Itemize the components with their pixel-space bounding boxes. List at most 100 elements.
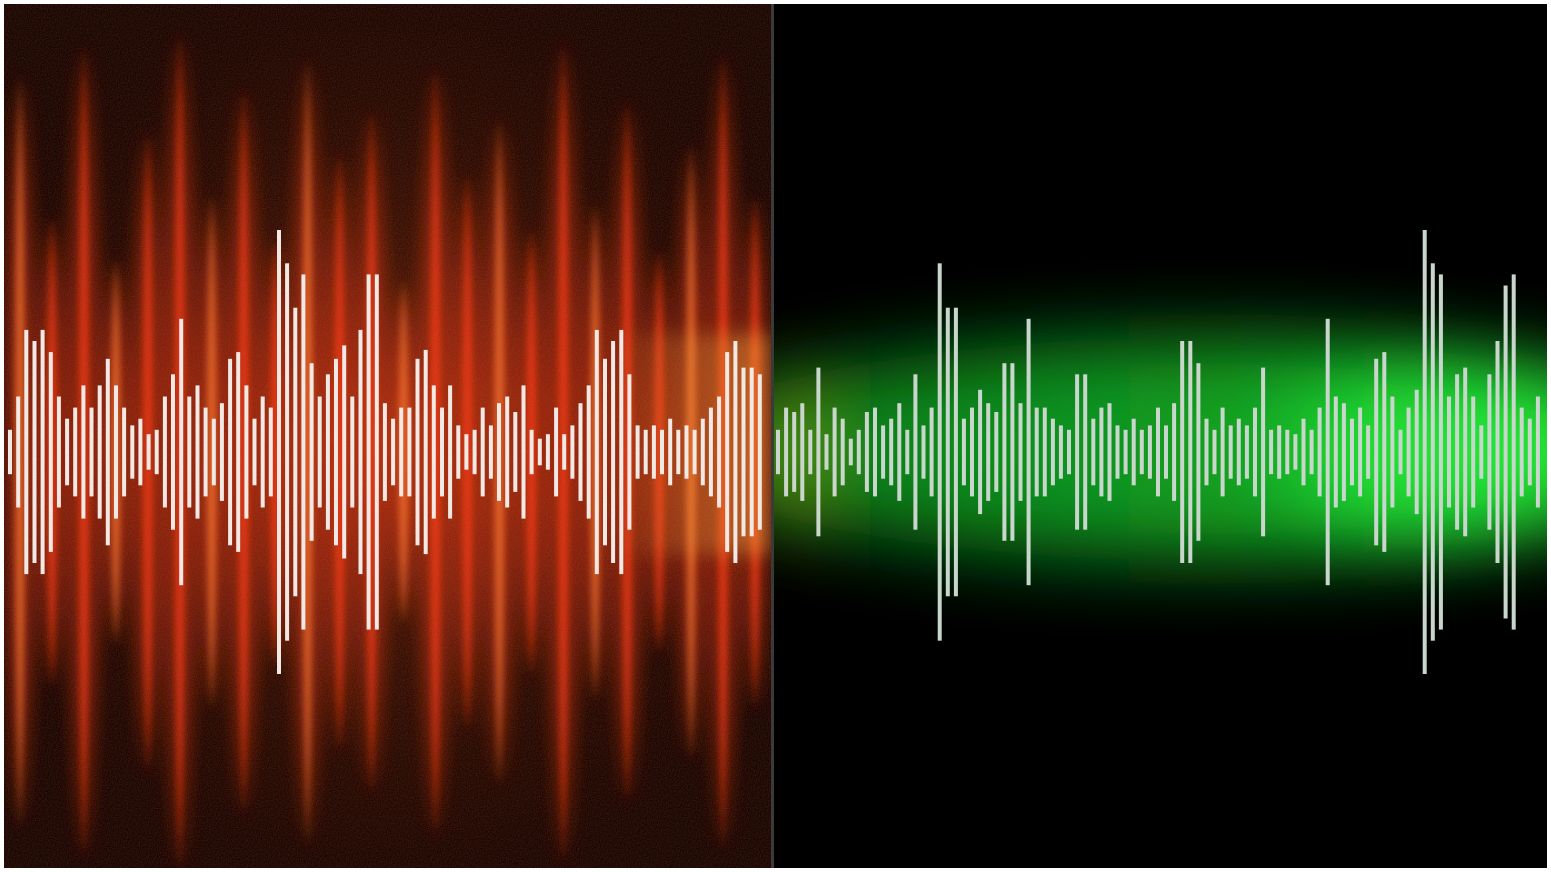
- waveform-bar: [1407, 408, 1411, 497]
- waveform-bar: [881, 425, 885, 478]
- waveform-bar: [1116, 425, 1120, 478]
- waveform-bar: [228, 359, 232, 546]
- waveform-bar: [383, 403, 387, 501]
- waveform-bar: [244, 385, 248, 518]
- waveform-bar: [1140, 430, 1144, 474]
- waveform-bar: [1002, 363, 1006, 541]
- image-frame: [4, 4, 1547, 868]
- waveform-bar: [155, 430, 159, 474]
- waveform-bar: [994, 412, 998, 492]
- waveform-bar: [849, 439, 853, 466]
- waveform-bar: [1188, 341, 1192, 563]
- waveform-bar: [432, 385, 436, 518]
- waveform-bar: [644, 430, 648, 474]
- waveform-bar: [1019, 403, 1023, 501]
- waveform-bar: [627, 374, 631, 529]
- waveform-bar: [1156, 408, 1160, 497]
- waveform-bar: [652, 425, 656, 478]
- waveform-bar: [1075, 374, 1079, 529]
- waveform-bar: [1083, 374, 1087, 529]
- waveform-bar: [1196, 363, 1200, 541]
- waveform-bar: [1148, 425, 1152, 478]
- waveform-bar: [416, 359, 420, 546]
- waveform-bar: [464, 434, 468, 470]
- waveform-bar: [1172, 403, 1176, 501]
- waveform-bar: [1124, 430, 1128, 474]
- waveform-bar: [1293, 434, 1297, 470]
- waveform-bar: [16, 397, 20, 508]
- waveform-bar: [359, 330, 363, 574]
- waveform-bar: [579, 403, 583, 501]
- waveform-bar: [530, 430, 534, 474]
- waveform-bar: [1366, 425, 1370, 478]
- waveform-bar: [57, 397, 61, 508]
- waveform-bar: [676, 430, 680, 474]
- waveform-bar: [1051, 419, 1055, 486]
- waveform-bar: [776, 430, 780, 474]
- clean-waveform-panel: [774, 4, 1547, 868]
- waveform-bar: [114, 385, 118, 518]
- waveform-bar: [171, 374, 175, 529]
- waveform-bar: [269, 408, 273, 497]
- waveform-bar: [538, 439, 542, 466]
- waveform-bar: [1027, 319, 1031, 585]
- waveform-bar: [897, 403, 901, 501]
- waveform-bar: [865, 412, 869, 492]
- waveform-bar: [1496, 341, 1500, 563]
- waveform-bar: [1010, 363, 1014, 541]
- waveform-bar: [693, 430, 697, 474]
- waveform-bar: [1487, 374, 1491, 529]
- waveform-bar: [1237, 419, 1241, 486]
- waveform-bar: [1512, 274, 1516, 629]
- waveform-bar: [962, 419, 966, 486]
- waveform-bar: [122, 408, 126, 497]
- waveform-bar: [33, 341, 37, 563]
- waveform-bar: [424, 350, 428, 554]
- waveform-bar: [448, 385, 452, 518]
- waveform-bar: [1536, 397, 1540, 508]
- waveform-bar: [522, 385, 526, 518]
- waveform-bar: [1431, 263, 1435, 640]
- waveform-bar: [611, 341, 615, 563]
- waveform-bar: [701, 419, 705, 486]
- waveform-bar: [473, 430, 477, 474]
- waveform-bar: [407, 408, 411, 497]
- waveform-bar: [65, 419, 69, 486]
- waveform-bar: [285, 263, 289, 640]
- waveform-bar: [106, 359, 110, 546]
- waveform-bar: [277, 230, 281, 674]
- waveform-bar: [220, 403, 224, 501]
- waveform-bar: [978, 390, 982, 514]
- waveform-bar: [554, 408, 558, 497]
- waveform-bar: [204, 408, 208, 497]
- waveform-bar: [310, 363, 314, 541]
- waveform-bar: [1285, 430, 1289, 474]
- waveform-bar: [1245, 425, 1249, 478]
- waveform-bar: [301, 274, 305, 629]
- waveform-bar: [334, 359, 338, 546]
- waveform-bar: [587, 385, 591, 518]
- waveform-bar: [1528, 419, 1532, 486]
- waveform-bar: [49, 352, 53, 552]
- waveform-bar: [1399, 430, 1403, 474]
- waveform-bar: [513, 412, 517, 492]
- waveform-bar: [1504, 286, 1508, 619]
- waveform-bar: [725, 352, 729, 552]
- waveform-bar: [1342, 403, 1346, 501]
- waveform-bar: [603, 359, 607, 546]
- waveform-bar: [922, 425, 926, 478]
- waveform-bar: [1463, 368, 1467, 537]
- waveform-bar: [73, 408, 77, 497]
- waveform-bar: [1091, 419, 1095, 486]
- waveform-bar: [930, 408, 934, 497]
- waveform-bar: [236, 352, 240, 552]
- waveform-bar: [1059, 425, 1063, 478]
- waveform-bar: [1415, 390, 1419, 514]
- waveform-bar: [481, 408, 485, 497]
- waveform-bar: [873, 408, 877, 497]
- waveform-bar: [163, 397, 167, 508]
- waveform-bar: [253, 419, 257, 486]
- waveform-bar: [440, 408, 444, 497]
- waveform-bar: [24, 330, 28, 574]
- waveform-bar: [733, 341, 737, 563]
